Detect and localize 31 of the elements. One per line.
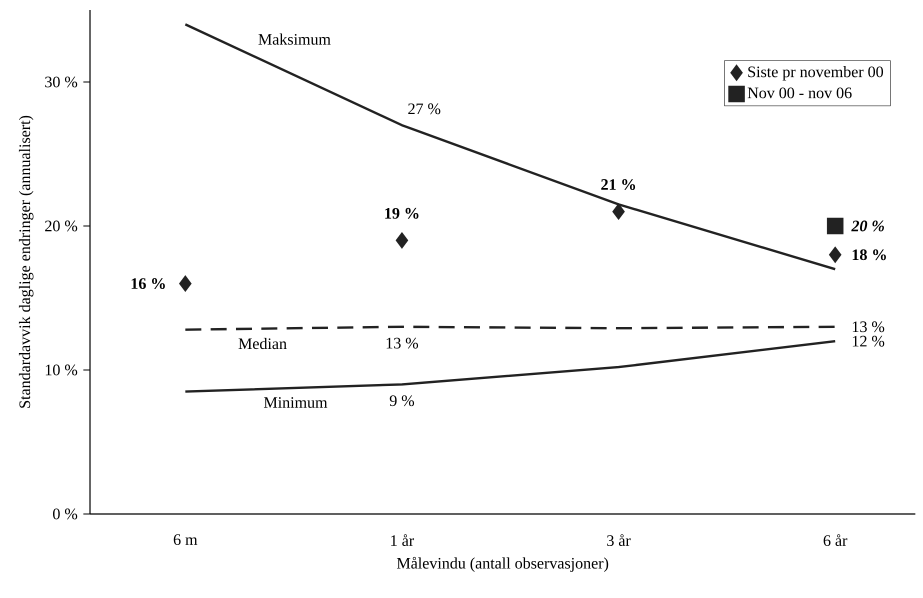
data-label: 13 % [386, 338, 418, 349]
x-tick-label: 6 år [824, 534, 848, 546]
y-tick-label: 10 % [46, 364, 78, 376]
series-label: Minimum [264, 397, 328, 408]
data-label: 12 % [852, 336, 884, 347]
legend-label: Nov 00 - nov 06 [748, 87, 852, 98]
point [828, 246, 842, 264]
y-tick-label: 0 % [53, 508, 78, 520]
legend-label: Siste pr november 00 [748, 66, 884, 81]
line-series [184, 340, 836, 393]
data-label: 18 % [852, 249, 886, 260]
x-tick-label: 3 år [607, 534, 631, 546]
data-label: 27 % [408, 103, 440, 114]
point [612, 203, 625, 220]
y-axis-title: Standardavvik daglige endringer (annualisert) [18, 116, 34, 408]
y-tick-label: 20 % [45, 220, 78, 232]
data-label: 16 % [132, 278, 165, 290]
x-tick-label: 6 m [174, 534, 198, 545]
data-label: 20 % [851, 220, 884, 232]
data-label: 19 % [385, 208, 418, 219]
data-label: 21 % [601, 179, 636, 190]
series-label: Median [238, 338, 287, 350]
x-tick-label: 1 år [391, 534, 414, 546]
point [179, 275, 192, 292]
data-label: 9 % [390, 395, 414, 406]
series-label: Maksimum [258, 33, 331, 45]
point [396, 232, 408, 249]
point [826, 218, 844, 234]
x-axis-title: Målevindu (antall observasjoner) [396, 556, 608, 572]
y-tick-label: 30 % [45, 76, 78, 88]
data-label: 13 % [852, 321, 884, 332]
